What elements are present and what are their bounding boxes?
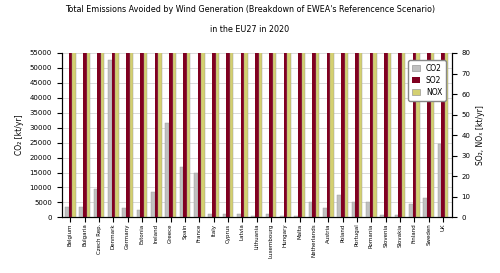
Bar (384, 0, 388, 217)
Bar (180, 167, 184, 217)
Bar (341, 0, 344, 217)
Bar (270, 0, 273, 217)
Bar (83, 0, 86, 217)
Bar (169, 0, 172, 217)
Bar (252, 216, 255, 217)
Bar (445, 0, 448, 217)
Bar (130, 0, 133, 217)
Bar (198, 0, 201, 217)
Bar (108, 60, 112, 217)
Bar (208, 214, 212, 217)
Bar (255, 0, 258, 217)
Bar (359, 0, 362, 217)
Bar (398, 0, 402, 217)
Text: Total Emissions Avoided by Wind Generation (Breakdown of EWEA's Referencence Sce: Total Emissions Avoided by Wind Generati… (65, 5, 435, 14)
Bar (442, 0, 445, 217)
Bar (258, 0, 262, 217)
Bar (230, 0, 234, 217)
Bar (68, 0, 72, 217)
Bar (370, 0, 373, 217)
Bar (352, 203, 356, 217)
Bar (126, 0, 130, 217)
Bar (344, 0, 348, 217)
Bar (94, 189, 98, 217)
Bar (201, 0, 205, 217)
Bar (80, 207, 83, 217)
Bar (158, 0, 162, 217)
Bar (302, 0, 305, 217)
Bar (140, 0, 144, 217)
Bar (330, 0, 334, 217)
Bar (194, 173, 198, 217)
Bar (308, 203, 312, 217)
Bar (394, 215, 398, 217)
Bar (72, 0, 76, 217)
Bar (244, 0, 248, 217)
Text: in the EU27 in 2020: in the EU27 in 2020 (210, 25, 290, 34)
Bar (144, 0, 148, 217)
Bar (312, 0, 316, 217)
Bar (65, 207, 68, 217)
Bar (438, 144, 442, 217)
Bar (356, 0, 359, 217)
Bar (294, 216, 298, 217)
Bar (151, 192, 154, 217)
Bar (86, 0, 90, 217)
Bar (412, 0, 416, 217)
Bar (284, 0, 287, 217)
Y-axis label: CO₂ [kt/yr]: CO₂ [kt/yr] (15, 115, 24, 156)
Bar (237, 214, 240, 217)
Bar (380, 215, 384, 217)
Bar (366, 203, 370, 217)
Bar (266, 214, 270, 217)
Bar (216, 0, 219, 217)
Bar (430, 0, 434, 217)
Y-axis label: SO₂, NOₓ [kt/yr]: SO₂, NOₓ [kt/yr] (476, 105, 485, 165)
Bar (388, 0, 391, 217)
Bar (424, 198, 427, 217)
Bar (226, 0, 230, 217)
Bar (326, 0, 330, 217)
Bar (338, 195, 341, 217)
Bar (166, 123, 169, 217)
Bar (409, 204, 412, 217)
Bar (98, 0, 101, 217)
Bar (427, 0, 430, 217)
Bar (316, 0, 320, 217)
Bar (298, 0, 302, 217)
Bar (101, 0, 104, 217)
Bar (273, 0, 276, 217)
Bar (136, 210, 140, 217)
Bar (122, 208, 126, 217)
Bar (172, 0, 176, 217)
Bar (222, 214, 226, 217)
Bar (240, 0, 244, 217)
Bar (402, 0, 406, 217)
Bar (416, 0, 420, 217)
Bar (212, 0, 216, 217)
Bar (184, 0, 187, 217)
Bar (287, 0, 291, 217)
Bar (112, 0, 115, 217)
Bar (280, 216, 283, 217)
Bar (115, 0, 119, 217)
Bar (187, 0, 190, 217)
Bar (373, 0, 377, 217)
Bar (323, 208, 326, 217)
Bar (154, 0, 158, 217)
Legend: CO2, SO2, NOX: CO2, SO2, NOX (408, 60, 446, 101)
